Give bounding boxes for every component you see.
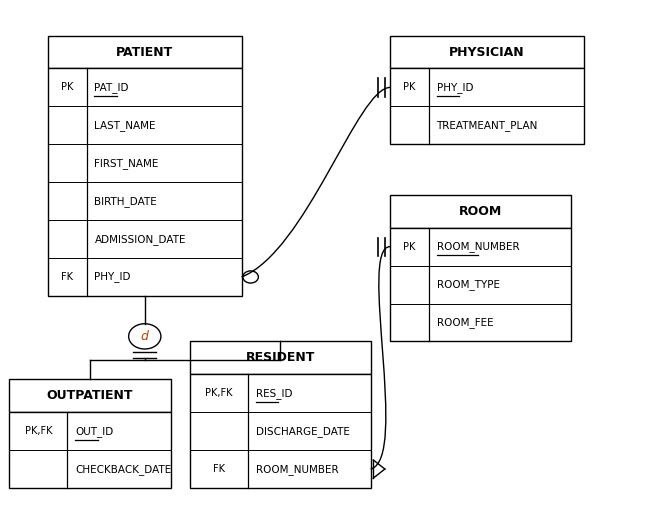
Text: PK: PK [403, 242, 415, 251]
Text: ADMISSION_DATE: ADMISSION_DATE [94, 234, 186, 245]
Text: LAST_NAME: LAST_NAME [94, 120, 156, 131]
Text: PHY_ID: PHY_ID [94, 271, 131, 283]
Text: PATIENT: PATIENT [116, 45, 173, 59]
Bar [9, 379, 171, 412]
Text: BIRTH_DATE: BIRTH_DATE [94, 196, 157, 206]
Text: CHECKBACK_DATE: CHECKBACK_DATE [75, 463, 171, 475]
Bar [48, 68, 242, 296]
Text: FIRST_NAME: FIRST_NAME [94, 158, 159, 169]
Bar [190, 374, 370, 488]
Text: ROOM: ROOM [459, 205, 502, 218]
Bar [190, 341, 370, 374]
Text: RES_ID: RES_ID [256, 388, 292, 399]
Text: PHY_ID: PHY_ID [437, 82, 473, 93]
Text: PK,FK: PK,FK [205, 388, 233, 398]
Bar [48, 36, 242, 68]
Bar [9, 412, 171, 488]
Text: OUT_ID: OUT_ID [75, 426, 113, 436]
Text: RESIDENT: RESIDENT [245, 352, 315, 364]
Bar [390, 228, 571, 341]
Text: ROOM_TYPE: ROOM_TYPE [437, 279, 499, 290]
Text: TREATMEANT_PLAN: TREATMEANT_PLAN [437, 120, 538, 131]
Text: d: d [141, 330, 148, 343]
Text: PK: PK [61, 82, 74, 92]
Text: PK: PK [403, 82, 415, 92]
Text: ROOM_NUMBER: ROOM_NUMBER [437, 241, 519, 252]
Bar [390, 68, 584, 144]
Text: PK,FK: PK,FK [25, 426, 52, 436]
Text: OUTPATIENT: OUTPATIENT [47, 389, 133, 402]
Text: ROOM_FEE: ROOM_FEE [437, 317, 493, 328]
Text: FK: FK [213, 464, 225, 474]
Bar [390, 36, 584, 68]
Bar [390, 195, 571, 228]
Text: ROOM_NUMBER: ROOM_NUMBER [256, 463, 339, 475]
Text: PAT_ID: PAT_ID [94, 82, 129, 93]
Text: DISCHARGE_DATE: DISCHARGE_DATE [256, 426, 350, 436]
Text: FK: FK [61, 272, 74, 282]
Text: PHYSICIAN: PHYSICIAN [449, 45, 525, 59]
